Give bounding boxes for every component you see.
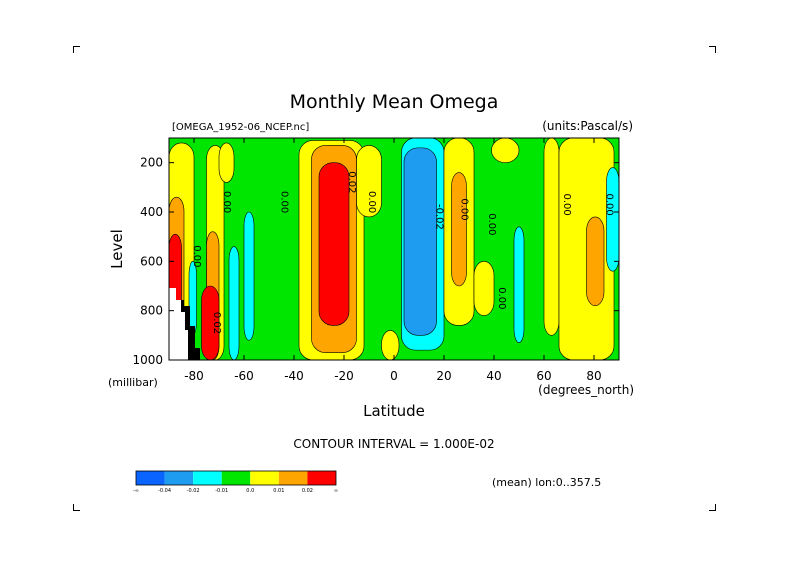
colorbar-swatch-6 [307,471,336,485]
contour-label-2: 0.00 [279,191,290,213]
x-axis-unit: (degrees_north) [538,383,634,397]
contour-region-7 [243,211,255,341]
contour-region-20 [543,138,560,336]
x-tick-label-3: -20 [334,369,354,383]
missing-data-region [169,288,200,360]
x-tick-label-6: 40 [486,369,501,383]
dataset-label: [OMEGA_1952-06_NCEP.nc] [172,122,309,133]
x-tick-label-0: -80 [184,369,204,383]
colorbar-label-3: -0.01 [215,488,228,494]
contour-region-19 [513,226,525,344]
contour-region-8 [188,261,197,336]
corner-mark-top-left [73,46,80,53]
contour-region-17 [473,261,495,316]
colorbar-label-2: -0.02 [187,488,200,494]
colorbar-label-6: 0.02 [302,488,313,494]
chart-title: Monthly Mean Omega [290,91,499,113]
mean-longitude-note: (mean) lon:0..357.5 [492,476,601,489]
colorbar-label-0: -∞ [133,488,139,494]
contour-labels: 0.00 0.00 0.00 0.02 0.00 -0.02 0.00 0.00 0.00 0.0… [191,171,615,334]
units-label: (units:Pascal/s) [542,119,633,133]
x-tick-label-5: 20 [436,369,451,383]
contour-region-24 [218,142,235,183]
x-tick-label-1: -60 [234,369,254,383]
y-tick-label-0: 200 [140,156,163,170]
x-tick-label-8: 80 [586,369,601,383]
contour-region-22 [586,216,605,307]
colorbar-swatch-3 [221,471,251,485]
contour-label-8: 0.00 [496,287,507,309]
x-axis-label: Latitude [363,402,425,420]
contour-label-3: 0.02 [346,171,357,193]
colorbar-swatch-0 [136,471,165,485]
x-tick-label-4: 0 [390,369,398,383]
contour-region-14 [403,147,437,336]
plot-area: 0.00 0.00 0.00 0.02 0.00 -0.02 0.00 0.00 0.00 0.0… [169,138,619,360]
contour-region-18 [491,138,520,163]
contour-label-7: 0.00 [486,213,497,235]
contour-label-11: 0.00 [604,193,615,215]
y-axis-unit: (millibar) [108,376,158,389]
contour-region-25 [606,167,619,272]
contour-region-6 [228,246,240,360]
x-axis-ticks: -80 -60 -40 -20 0 20 40 60 80 [184,138,602,383]
colorbar-swatch-1 [164,471,194,485]
y-axis-label: Level [108,229,126,269]
contour-region-23 [381,330,400,360]
x-tick-label-2: -40 [284,369,304,383]
contour-label-6: 0.00 [459,198,470,220]
y-tick-label-4: 1000 [132,353,163,367]
y-tick-label-1: 400 [140,205,163,219]
colorbar-label-1: -0.04 [158,488,171,494]
colorbar: -∞ -0.04 -0.02 -0.01 0.0 0.01 0.02 ∞ [133,470,338,494]
y-tick-label-2: 600 [140,254,163,268]
contour-label-5: -0.02 [434,204,445,230]
colorbar-label-5: 0.01 [273,488,284,494]
contour-region-5 [201,285,220,360]
contour-label-10: 0.00 [561,193,572,215]
colorbar-swatch-4 [250,471,279,485]
colorbar-frame [135,470,337,486]
x-tick-label-7: 60 [536,369,551,383]
corner-mark-bottom-left [73,504,80,511]
contour-interval-text: CONTOUR INTERVAL = 1.000E-02 [293,437,494,451]
contour-region-12 [318,162,350,326]
contour-label-0: 0.00 [191,245,202,267]
colorbar-label-7: ∞ [334,488,338,494]
colorbar-swatch-5 [278,471,308,485]
y-tick-label-3: 800 [140,304,163,318]
corner-marks [73,46,716,511]
missing-data-white [169,288,188,360]
y-axis-ticks: 200 400 600 800 1000 [132,156,619,367]
contour-label-1: 0.00 [221,191,232,213]
corner-mark-bottom-right [709,504,716,511]
contour-region-16 [451,172,467,287]
colorbar-label-4: 0.0 [246,488,254,494]
colorbar-swatch-2 [193,471,222,485]
corner-mark-top-right [709,46,716,53]
contour-label-9: 0.02 [211,312,222,334]
contour-label-4: 0.00 [366,191,377,213]
missing-data-black [181,300,200,360]
